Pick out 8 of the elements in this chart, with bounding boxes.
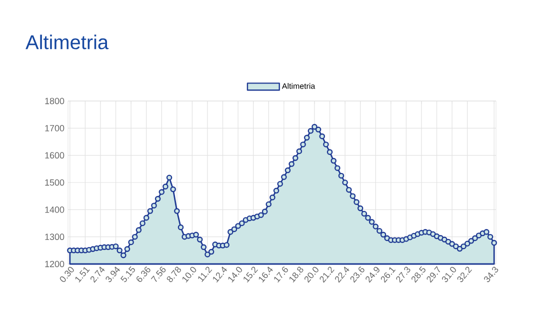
y-tick-label: 1500: [45, 179, 64, 186]
y-tick-label: 1300: [45, 234, 64, 240]
y-tick-label: 1800: [45, 98, 64, 104]
y-tick-label: 1200: [45, 260, 64, 268]
y-tick-label: 1400: [45, 206, 64, 213]
y-tick-label: 1700: [45, 124, 64, 132]
y-tick-label: 1600: [45, 152, 64, 159]
chart-title: Altimetria: [26, 34, 109, 50]
